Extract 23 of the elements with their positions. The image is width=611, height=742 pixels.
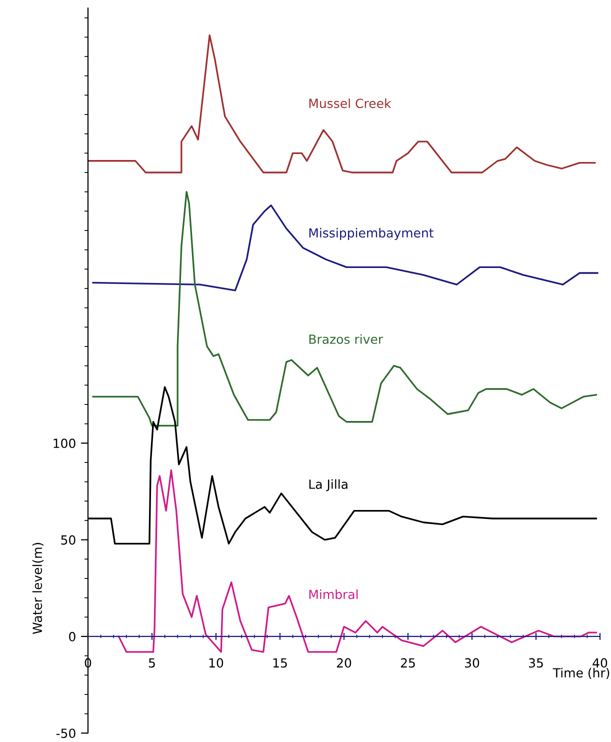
series-label: Brazos river bbox=[309, 334, 384, 344]
x-tick-label: 35 bbox=[529, 658, 543, 668]
x-tick-label: 15 bbox=[273, 658, 287, 668]
y-tick-label: 50 bbox=[61, 535, 76, 545]
x-tick-label: 10 bbox=[209, 658, 224, 668]
y-tick-label: -50 bbox=[56, 728, 76, 738]
text: Mussel Creek bbox=[309, 98, 392, 108]
line-series bbox=[88, 34, 596, 174]
y-axis-title: Water level(m) bbox=[32, 542, 44, 634]
line-series bbox=[92, 204, 598, 292]
series-label: Missippiembayment bbox=[309, 228, 434, 240]
x-tick-label: 5 bbox=[148, 658, 155, 668]
y-tick-label: 0 bbox=[69, 632, 76, 642]
x-tick-label: 30 bbox=[464, 658, 480, 668]
x-tick-label: 20 bbox=[336, 658, 352, 668]
series-label: La Jilla bbox=[309, 479, 348, 492]
y-tick-label: 100 bbox=[54, 438, 76, 448]
x-tick-label: 25 bbox=[400, 658, 415, 668]
x-axis-title: Time (hr) bbox=[552, 668, 610, 679]
line-series bbox=[118, 469, 597, 653]
line-series bbox=[92, 190, 597, 427]
x-tick-label: 40 bbox=[592, 658, 608, 668]
series-label: Mimbral bbox=[309, 589, 358, 600]
